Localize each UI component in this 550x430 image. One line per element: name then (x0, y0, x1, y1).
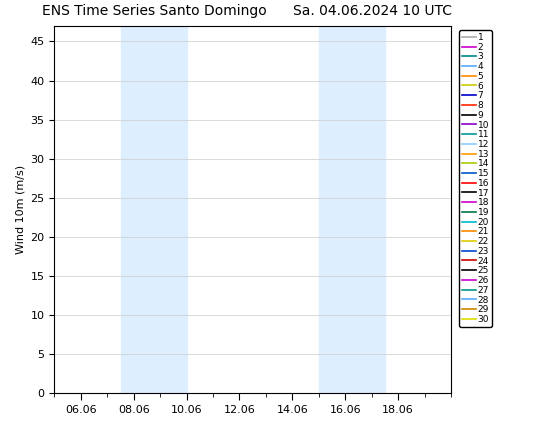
Bar (120, 26, 186, 393)
Text: ENS Time Series Santo Domingo      Sa. 04.06.2024 10 UTC: ENS Time Series Santo Domingo Sa. 04.06.… (42, 4, 453, 18)
Legend: 1, 2, 3, 4, 5, 6, 7, 8, 9, 10, 11, 12, 13, 14, 15, 16, 17, 18, 19, 20, 21, 22, 2: 1, 2, 3, 4, 5, 6, 7, 8, 9, 10, 11, 12, 1… (459, 30, 492, 327)
Y-axis label: Wind 10m (m/s): Wind 10m (m/s) (15, 165, 25, 254)
Bar (319, 26, 385, 393)
